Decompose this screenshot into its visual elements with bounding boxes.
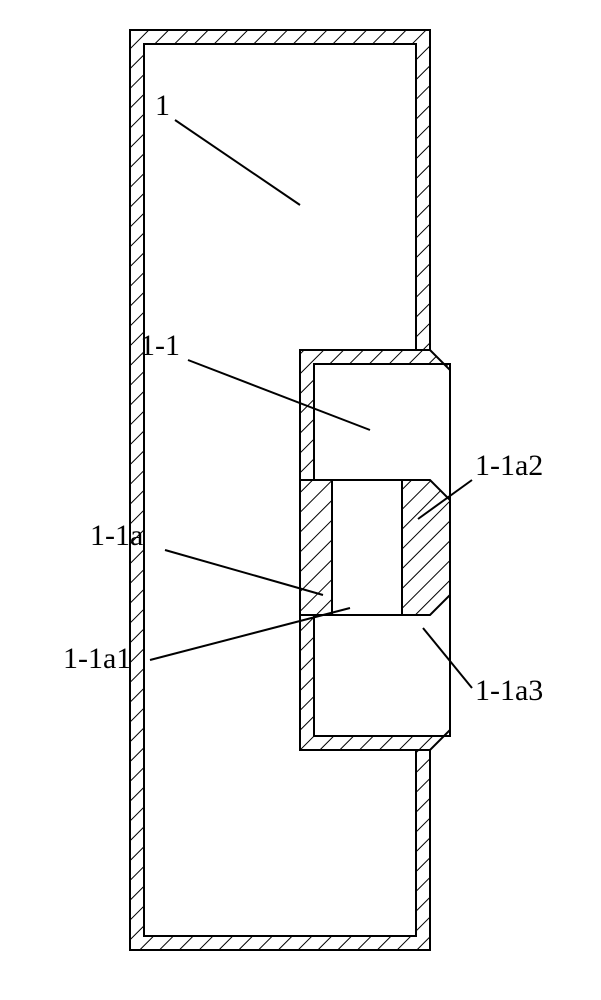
label-1-1a: 1-1a (90, 519, 143, 552)
label-1-1a2: 1-1a2 (475, 449, 543, 482)
leader-1 (175, 120, 300, 205)
label-1-1a3: 1-1a3 (475, 674, 543, 707)
label-1-1: 1-1 (140, 329, 180, 362)
label-1: 1 (155, 89, 170, 122)
label-1-1a1: 1-1a1 (63, 642, 131, 675)
